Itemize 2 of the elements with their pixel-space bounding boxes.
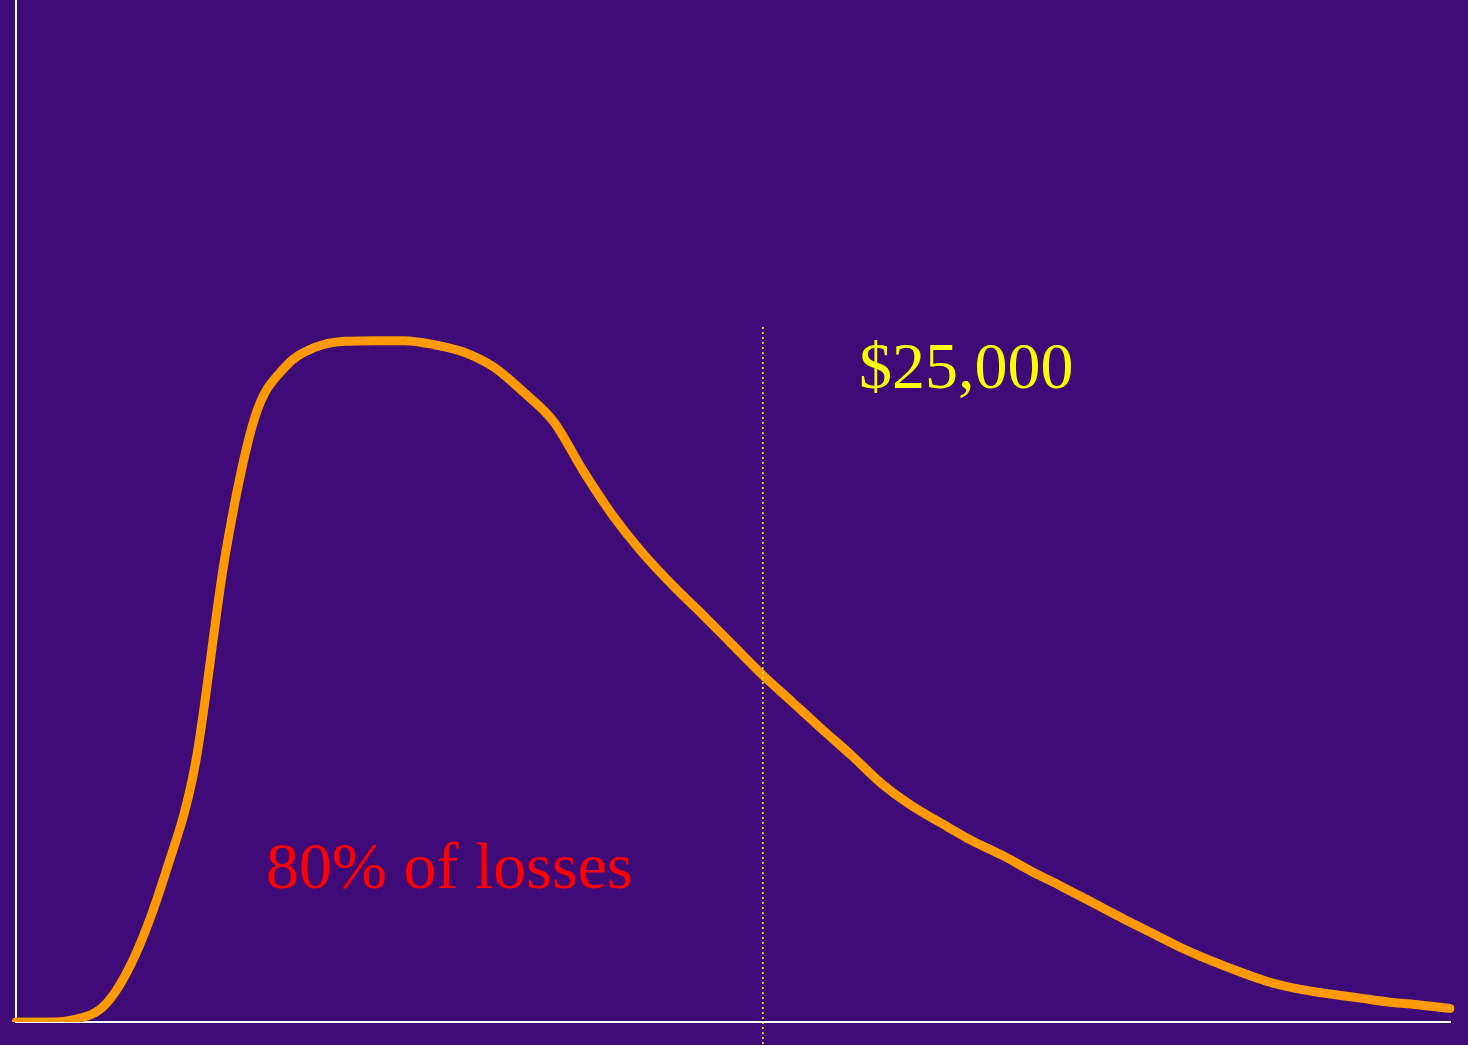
annotation: 80% of losses xyxy=(266,829,633,902)
annotation: $25,000 xyxy=(858,329,1074,403)
